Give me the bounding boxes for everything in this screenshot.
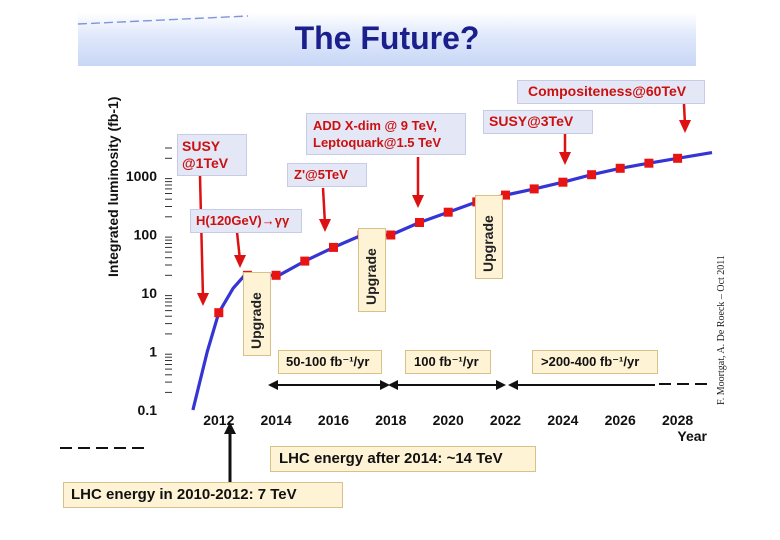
- data-marker-14: [587, 170, 597, 180]
- upgrade-label-3: Upgrade: [480, 215, 496, 272]
- susy-1tev-energy: @1TeV: [182, 155, 229, 171]
- x-tick-labels: 2012 2014 2016 2018 2020 2022 2024 2026 2028: [203, 412, 693, 428]
- x-tick-2016: 2016: [318, 412, 349, 428]
- data-marker-16: [644, 158, 654, 168]
- rate-label-2: 100 fb⁻¹/yr: [414, 354, 479, 369]
- y-tick-0.1: 0.1: [138, 402, 158, 418]
- data-marker-8: [415, 218, 424, 227]
- x-tick-2014: 2014: [261, 412, 292, 428]
- upgrade-label-2: Upgrade: [363, 248, 379, 305]
- title-decoration: [78, 15, 248, 25]
- data-marker-13: [558, 177, 568, 187]
- x-tick-2028: 2028: [662, 412, 693, 428]
- data-marker-4: [300, 256, 310, 266]
- add-xdim-box: ADD X-dim @ 9 TeV, Leptoquark@1.5 TeV: [306, 113, 466, 155]
- x-tick-2012: 2012: [203, 412, 234, 428]
- x-tick-2022: 2022: [490, 412, 521, 428]
- x-axis-label: Year: [677, 428, 707, 444]
- susy-3tev-box: SUSY@3TeV: [483, 110, 593, 134]
- data-marker-15: [615, 163, 625, 173]
- data-marker-7: [386, 230, 396, 240]
- rate-label-1: 50-100 fb⁻¹/yr: [286, 354, 370, 369]
- compositeness-box: Compositeness@60TeV: [517, 80, 705, 104]
- period-arrows: [268, 380, 655, 390]
- dashed-markers: [60, 383, 712, 449]
- rate-box-1: 50-100 fb⁻¹/yr: [278, 350, 382, 374]
- rate-label-3: >200-400 fb⁻¹/yr: [541, 354, 640, 369]
- y-tick-labels: 0.1 1 10 100 1000: [126, 168, 157, 418]
- x-tick-2018: 2018: [375, 412, 406, 428]
- higgs-box: H(120GeV)→γγ: [190, 209, 302, 233]
- energy-after-box: LHC energy after 2014: ~14 TeV: [270, 446, 536, 472]
- x-tick-2020: 2020: [433, 412, 464, 428]
- data-marker-5: [329, 242, 338, 252]
- rate-box-2: 100 fb⁻¹/yr: [405, 350, 491, 374]
- data-marker-11: [501, 190, 510, 200]
- susy-3tev-label: SUSY@3TeV: [489, 113, 574, 129]
- y-tick-100: 100: [134, 226, 158, 242]
- title-band: The Future?: [78, 12, 696, 66]
- leptoquark-label: Leptoquark@1.5 TeV: [313, 135, 442, 150]
- energy-after-label: LHC energy after 2014: ~14 TeV: [279, 450, 503, 467]
- annotation-arrows: [197, 103, 691, 306]
- data-marker-3: [271, 270, 281, 280]
- add-xdim-label: ADD X-dim @ 9 TeV,: [313, 118, 437, 133]
- upgrade-box-1: Upgrade: [243, 272, 271, 356]
- y-minor-ticks: [165, 147, 172, 393]
- y-tick-1000: 1000: [126, 168, 157, 184]
- y-tick-10: 10: [141, 285, 157, 301]
- year-2012-arrow: [224, 422, 236, 486]
- data-marker-17: [673, 153, 683, 163]
- rate-box-3: >200-400 fb⁻¹/yr: [532, 350, 658, 374]
- upgrade-box-3: Upgrade: [475, 195, 503, 279]
- upgrade-box-2: Upgrade: [358, 228, 386, 312]
- data-marker-1: [214, 308, 224, 318]
- data-marker-12: [529, 184, 539, 194]
- data-marker-9: [443, 207, 453, 217]
- data-markers: [214, 153, 683, 318]
- zprime-box: Z'@5TeV: [287, 163, 367, 187]
- upgrade-label-1: Upgrade: [248, 292, 264, 349]
- zprime-label: Z'@5TeV: [294, 167, 348, 182]
- higgs-label: H(120GeV)→γγ: [196, 213, 290, 228]
- credit-label: F. Moortgat, A. De Roeck – Oct 2011: [716, 255, 727, 405]
- y-tick-1: 1: [149, 344, 157, 360]
- energy-before-label: LHC energy in 2010-2012: 7 TeV: [71, 486, 297, 503]
- x-tick-2024: 2024: [547, 412, 578, 428]
- energy-before-box: LHC energy in 2010-2012: 7 TeV: [63, 482, 343, 508]
- susy-1tev-box: SUSY @1TeV: [177, 134, 247, 176]
- susy-1tev-label: SUSY: [182, 138, 221, 154]
- x-tick-2026: 2026: [605, 412, 636, 428]
- y-axis-label: Integrated luminosity (fb-1): [105, 97, 121, 277]
- page-title: The Future?: [294, 20, 480, 56]
- compositeness-label: Compositeness@60TeV: [528, 83, 687, 99]
